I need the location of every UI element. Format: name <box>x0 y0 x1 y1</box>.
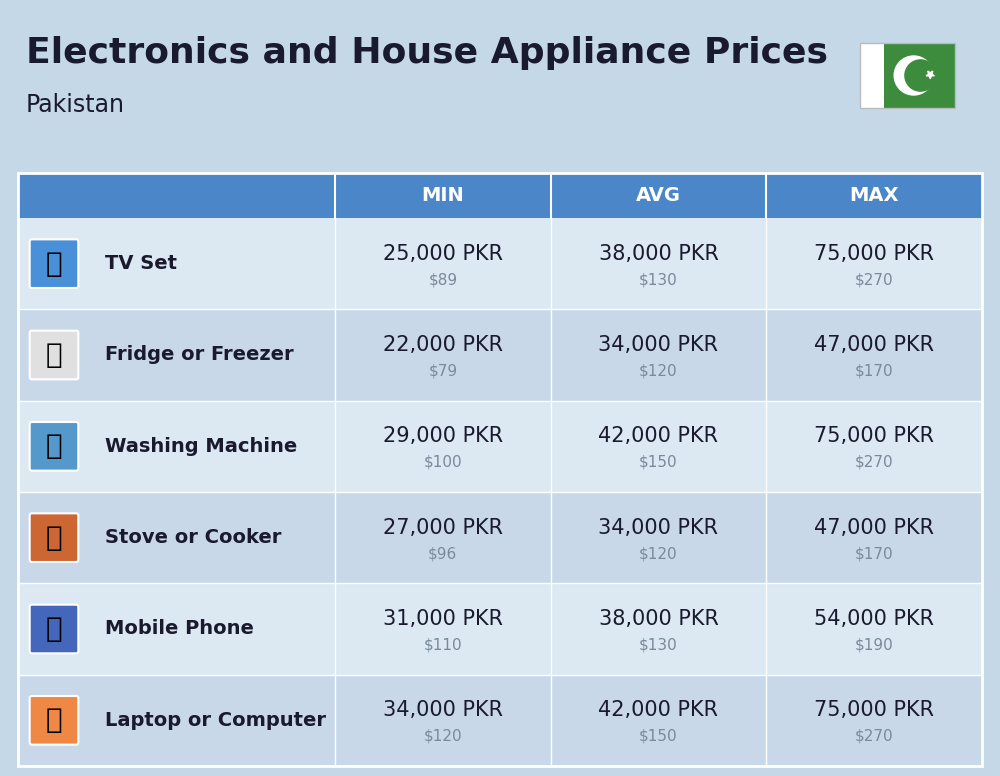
Text: 75,000 PKR: 75,000 PKR <box>814 426 934 446</box>
Text: 🍜: 🍜 <box>46 341 62 369</box>
Bar <box>18 674 982 766</box>
Text: 34,000 PKR: 34,000 PKR <box>598 335 718 355</box>
Bar <box>18 310 982 400</box>
Text: $130: $130 <box>639 638 678 653</box>
Text: 34,000 PKR: 34,000 PKR <box>598 518 718 538</box>
Text: 34,000 PKR: 34,000 PKR <box>383 700 503 720</box>
Bar <box>860 43 884 108</box>
Text: 🧹: 🧹 <box>46 432 62 460</box>
Text: 42,000 PKR: 42,000 PKR <box>598 700 718 720</box>
Text: Mobile Phone: Mobile Phone <box>105 619 254 639</box>
Text: 31,000 PKR: 31,000 PKR <box>383 609 503 629</box>
Text: Stove or Cooker: Stove or Cooker <box>105 528 281 547</box>
Bar <box>18 492 982 584</box>
Text: 📺: 📺 <box>46 250 62 278</box>
Text: $190: $190 <box>855 638 894 653</box>
Text: MAX: MAX <box>849 186 899 205</box>
Text: 🔥: 🔥 <box>46 524 62 552</box>
Text: $170: $170 <box>855 546 893 561</box>
Bar <box>884 43 955 108</box>
Text: MIN: MIN <box>421 186 464 205</box>
Text: 💻: 💻 <box>46 706 62 734</box>
Text: 54,000 PKR: 54,000 PKR <box>814 609 934 629</box>
Text: 38,000 PKR: 38,000 PKR <box>599 244 718 264</box>
FancyBboxPatch shape <box>30 331 78 379</box>
Text: $120: $120 <box>639 363 678 379</box>
Text: 47,000 PKR: 47,000 PKR <box>814 335 934 355</box>
Text: 75,000 PKR: 75,000 PKR <box>814 244 934 264</box>
Text: $270: $270 <box>855 272 893 287</box>
FancyBboxPatch shape <box>30 514 78 562</box>
Text: $110: $110 <box>424 638 462 653</box>
Polygon shape <box>926 71 934 79</box>
Text: Washing Machine: Washing Machine <box>105 437 297 456</box>
Text: 75,000 PKR: 75,000 PKR <box>814 700 934 720</box>
FancyBboxPatch shape <box>30 605 78 653</box>
FancyBboxPatch shape <box>30 239 78 288</box>
Text: $150: $150 <box>639 729 678 744</box>
Bar <box>18 584 982 674</box>
Text: 22,000 PKR: 22,000 PKR <box>383 335 503 355</box>
Text: $79: $79 <box>428 363 457 379</box>
Text: $270: $270 <box>855 455 893 469</box>
Text: $150: $150 <box>639 455 678 469</box>
Bar <box>860 43 955 108</box>
Text: 📱: 📱 <box>46 615 62 643</box>
Text: $89: $89 <box>428 272 457 287</box>
FancyBboxPatch shape <box>30 696 78 745</box>
Text: 27,000 PKR: 27,000 PKR <box>383 518 503 538</box>
Text: 38,000 PKR: 38,000 PKR <box>599 609 718 629</box>
Text: 25,000 PKR: 25,000 PKR <box>383 244 503 264</box>
FancyBboxPatch shape <box>30 422 78 471</box>
Circle shape <box>905 60 936 91</box>
Text: Laptop or Computer: Laptop or Computer <box>105 711 326 730</box>
Text: Fridge or Freezer: Fridge or Freezer <box>105 345 294 365</box>
Text: $100: $100 <box>424 455 462 469</box>
Circle shape <box>894 56 933 95</box>
Text: $170: $170 <box>855 363 893 379</box>
Text: 42,000 PKR: 42,000 PKR <box>598 426 718 446</box>
Bar <box>18 400 982 492</box>
Bar <box>18 173 982 218</box>
Text: $270: $270 <box>855 729 893 744</box>
Text: $120: $120 <box>639 546 678 561</box>
Text: $96: $96 <box>428 546 457 561</box>
Text: 47,000 PKR: 47,000 PKR <box>814 518 934 538</box>
Text: Pakistan: Pakistan <box>26 93 125 117</box>
Text: $130: $130 <box>639 272 678 287</box>
Text: 29,000 PKR: 29,000 PKR <box>383 426 503 446</box>
Bar <box>18 173 982 766</box>
Text: $120: $120 <box>424 729 462 744</box>
Text: Electronics and House Appliance Prices: Electronics and House Appliance Prices <box>26 36 828 70</box>
Text: AVG: AVG <box>636 186 681 205</box>
Bar <box>18 218 982 310</box>
Text: TV Set: TV Set <box>105 255 177 273</box>
